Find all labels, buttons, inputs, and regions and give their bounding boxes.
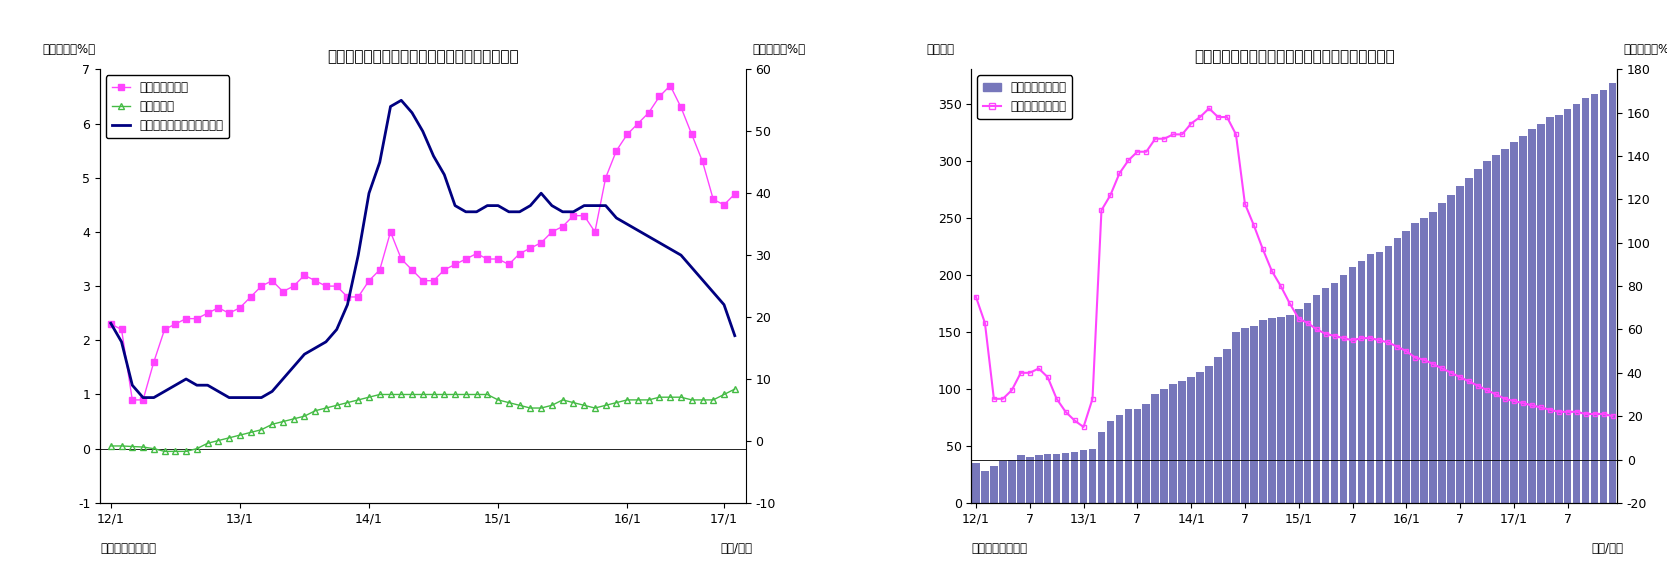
Title: （図表７）　マネタリーベース伸び率（平残）: （図表７） マネタリーベース伸び率（平残）: [327, 49, 518, 64]
Text: （前年比、%）: （前年比、%）: [1624, 43, 1667, 57]
Bar: [1519, 135, 1527, 503]
Bar: [1062, 453, 1070, 503]
Bar: [1107, 421, 1114, 503]
Bar: [1349, 266, 1357, 503]
Bar: [1590, 94, 1599, 503]
Bar: [982, 471, 989, 503]
Bar: [1500, 149, 1509, 503]
Text: （前年比、%）: （前年比、%）: [752, 43, 805, 57]
Bar: [1115, 415, 1124, 503]
Bar: [1080, 450, 1087, 503]
Bar: [1025, 457, 1034, 503]
Bar: [1582, 98, 1589, 503]
Bar: [1447, 195, 1455, 503]
Bar: [1295, 309, 1302, 503]
Bar: [1187, 377, 1195, 503]
Bar: [1385, 246, 1392, 503]
Bar: [1412, 223, 1419, 503]
Bar: [1304, 303, 1312, 503]
Bar: [1529, 129, 1535, 503]
Bar: [1322, 288, 1329, 503]
Bar: [1134, 409, 1142, 503]
Bar: [999, 461, 1007, 503]
Bar: [1600, 90, 1607, 503]
Bar: [1574, 103, 1580, 503]
Bar: [1484, 161, 1490, 503]
Bar: [1367, 254, 1374, 503]
Bar: [1314, 295, 1320, 503]
Bar: [1439, 203, 1445, 503]
Bar: [1125, 409, 1132, 503]
Bar: [1277, 317, 1285, 503]
Bar: [1340, 275, 1347, 503]
Text: （資料）日本銀行: （資料）日本銀行: [100, 542, 157, 555]
Legend: 日銀当座預金残高, 同伸び率（右軸）: 日銀当座預金残高, 同伸び率（右軸）: [977, 75, 1072, 119]
Bar: [1510, 142, 1517, 503]
Bar: [1429, 212, 1437, 503]
Bar: [1394, 238, 1402, 503]
Bar: [1457, 186, 1464, 503]
Text: （年/月）: （年/月）: [720, 542, 752, 555]
Bar: [1009, 460, 1015, 503]
Bar: [1169, 384, 1177, 503]
Bar: [1375, 252, 1384, 503]
Bar: [1465, 178, 1474, 503]
Bar: [1070, 451, 1079, 503]
Bar: [1330, 283, 1339, 503]
Bar: [1250, 326, 1257, 503]
Bar: [1035, 455, 1042, 503]
Title: （図表８）　日銀当座預金残高（平残）と伸び率: （図表８） 日銀当座預金残高（平残）と伸び率: [1194, 49, 1395, 64]
Bar: [1089, 449, 1097, 503]
Bar: [1357, 261, 1365, 503]
Bar: [1179, 381, 1185, 503]
Bar: [1555, 115, 1562, 503]
Bar: [1285, 314, 1294, 503]
Text: （年/月）: （年/月）: [1592, 542, 1624, 555]
Legend: 日銀券発行残高, 貨幣流通高, マネタリーベース（右軸）: 日銀券発行残高, 貨幣流通高, マネタリーベース（右軸）: [107, 75, 228, 138]
Bar: [1492, 155, 1500, 503]
Bar: [1259, 320, 1267, 503]
Bar: [1269, 318, 1275, 503]
Bar: [1564, 109, 1572, 503]
Text: （資料）日本銀行: （資料）日本銀行: [972, 542, 1027, 555]
Bar: [1152, 394, 1159, 503]
Bar: [1242, 328, 1249, 503]
Bar: [1160, 389, 1169, 503]
Bar: [1420, 218, 1429, 503]
Bar: [1402, 231, 1410, 503]
Bar: [1142, 403, 1150, 503]
Text: （兆円）: （兆円）: [927, 43, 954, 57]
Bar: [1197, 372, 1204, 503]
Bar: [1017, 455, 1025, 503]
Bar: [1054, 454, 1060, 503]
Bar: [990, 466, 997, 503]
Bar: [1232, 332, 1240, 503]
Bar: [1224, 349, 1230, 503]
Bar: [1474, 169, 1482, 503]
Bar: [1044, 454, 1052, 503]
Bar: [1097, 432, 1105, 503]
Bar: [1537, 124, 1545, 503]
Bar: [1205, 366, 1214, 503]
Bar: [1545, 117, 1554, 503]
Text: （前年比、%）: （前年比、%）: [42, 43, 95, 57]
Bar: [1609, 83, 1617, 503]
Bar: [972, 463, 980, 503]
Bar: [1214, 357, 1222, 503]
